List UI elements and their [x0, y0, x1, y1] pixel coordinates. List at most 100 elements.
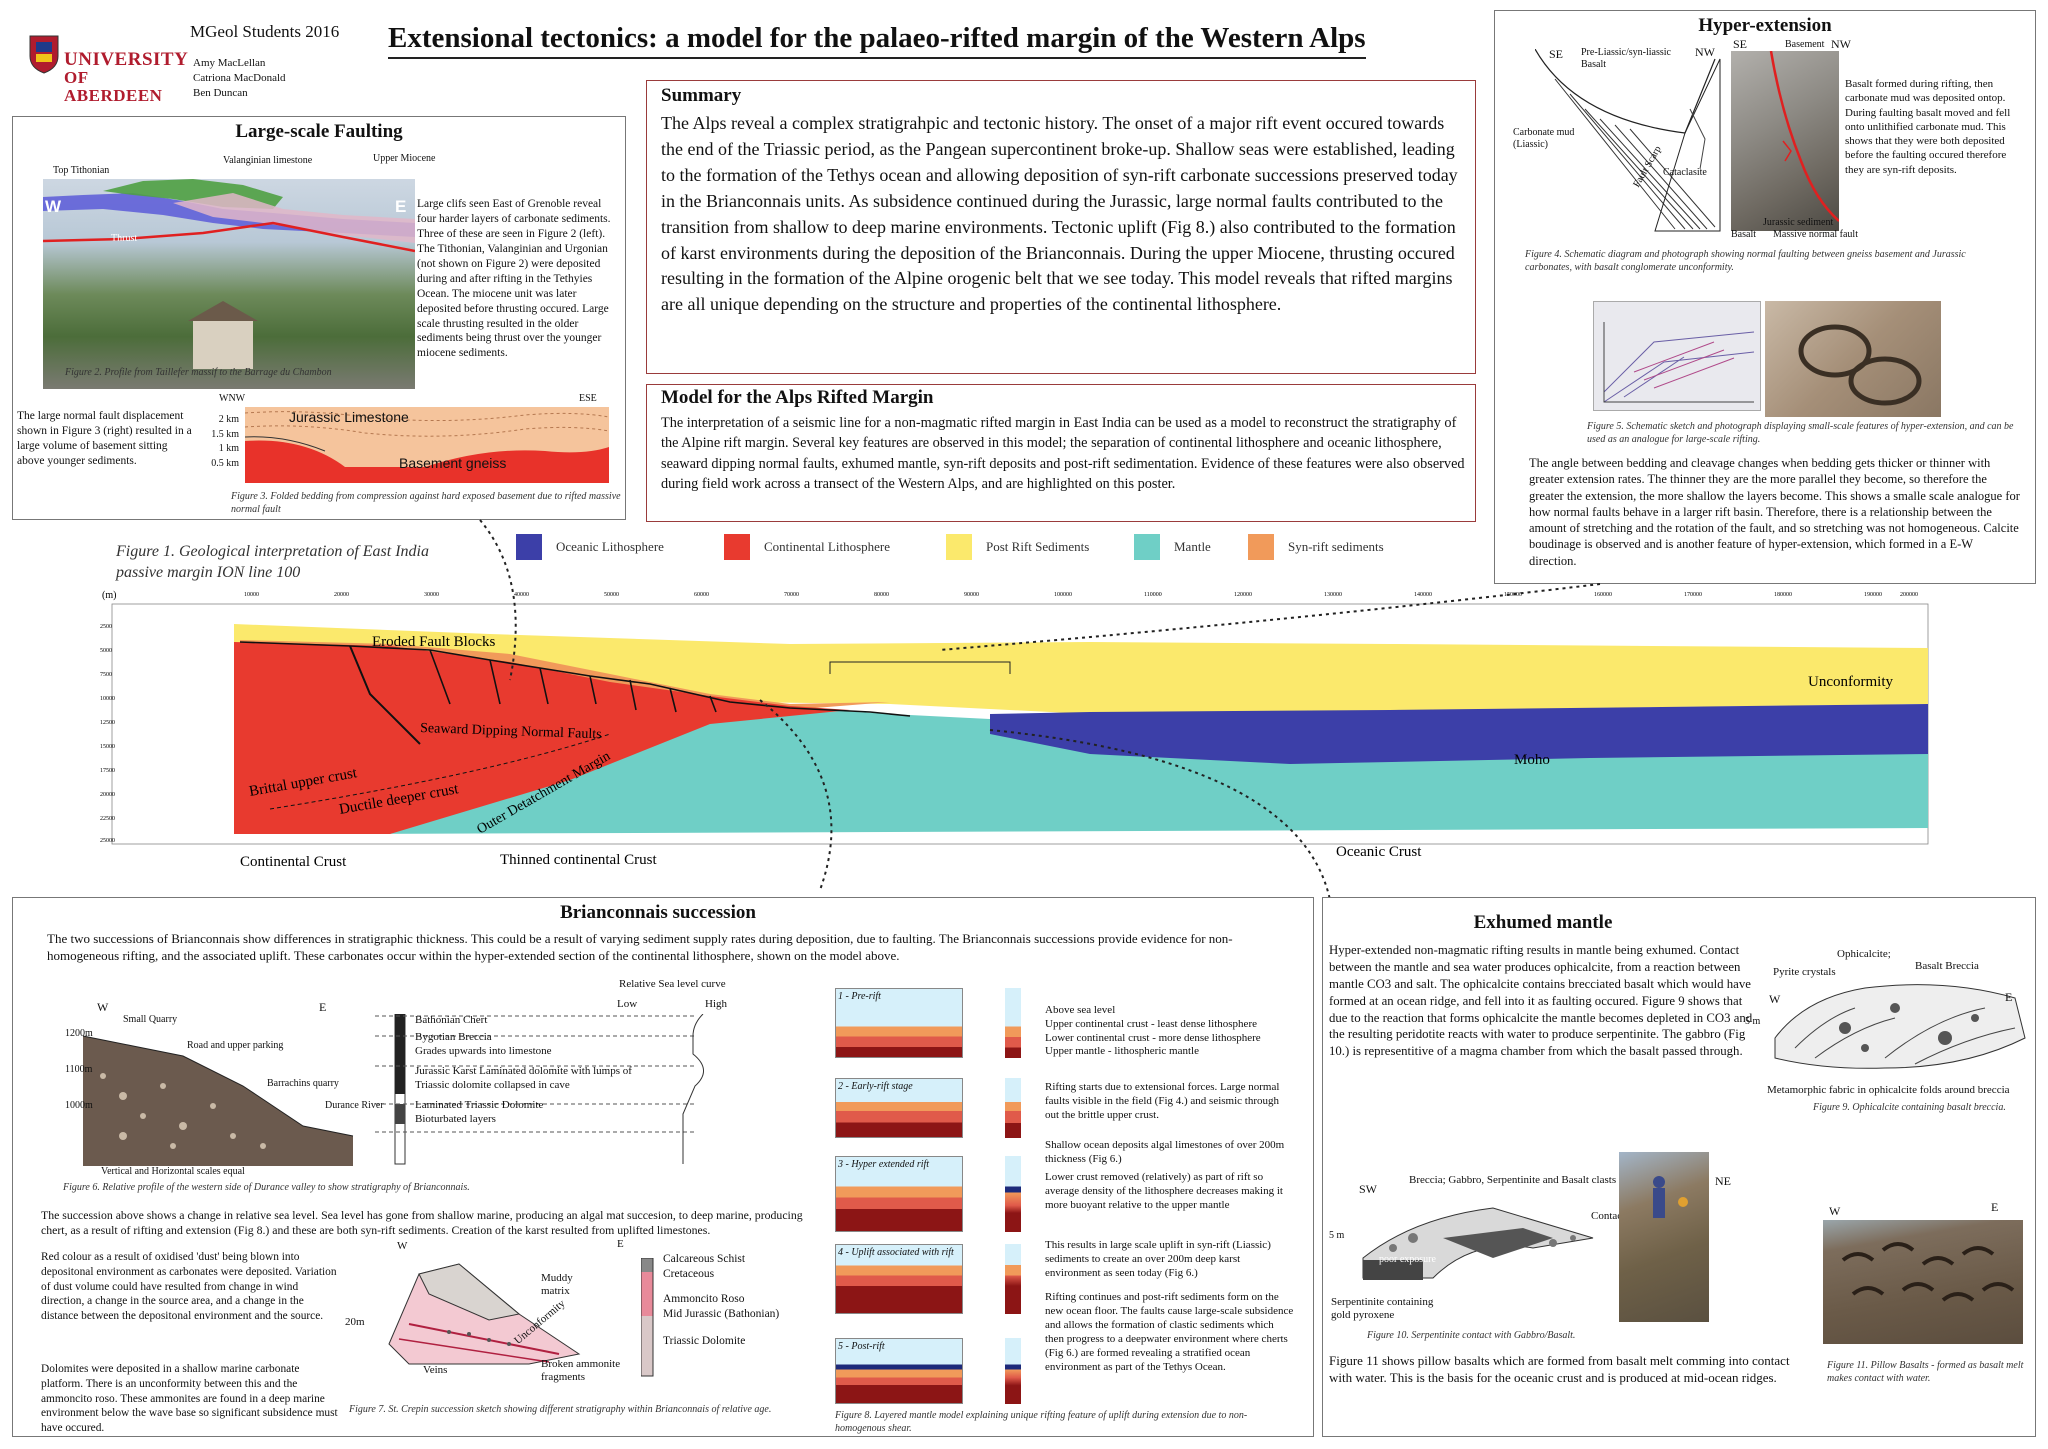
fig4-se: SE — [1549, 47, 1564, 61]
fig7-caption: Figure 7. St. Crepin succession sketch s… — [349, 1404, 772, 1415]
fig9-metamorphic: Metamorphic fabric in ophicalcite folds … — [1767, 1084, 2010, 1096]
fig9-ophicalcite: Ophicalcite; — [1837, 948, 1891, 960]
y-tick: 2500 — [100, 624, 112, 630]
fig9-e: E — [2005, 990, 2013, 1004]
fig10-sketch — [1362, 1207, 1594, 1280]
fig2-caption: Figure 2. Profile from Taillefer massif … — [65, 367, 332, 378]
fig11-photo — [1823, 1220, 2023, 1344]
fig9-w: W — [1769, 992, 1781, 1006]
fig4-text: Basalt formed during rifting, then carbo… — [1845, 78, 2011, 176]
fig5-sketch — [1593, 301, 1761, 411]
fig6-e: E — [319, 1000, 327, 1014]
fig8-column — [1005, 1156, 1021, 1232]
fig1-oceanic-label: Oceanic Crust — [1336, 844, 1422, 860]
hyper-title: Hyper-extension — [1698, 15, 1832, 36]
legend-item: Syn-rift sediments — [1248, 534, 1384, 560]
crest-icon — [29, 35, 59, 74]
x-tick: 10000 — [244, 592, 259, 598]
scale-tick: 1 km — [218, 443, 239, 454]
y-tick: 20000 — [100, 792, 115, 798]
fig4-photo — [1731, 51, 1839, 231]
fig8-stage-label: 2 - Early-rift stage — [838, 1081, 913, 1092]
legend-label: Syn-rift sediments — [1288, 539, 1384, 554]
fig11-w: W — [1829, 1204, 1841, 1218]
fig11-text: Figure 11 shows pillow basalts which are… — [1329, 1353, 1790, 1386]
legend-label: Oceanic Lithosphere — [556, 539, 664, 554]
fig5-caption: Figure 5. Schematic sketch and photograp… — [1587, 421, 2014, 445]
brianconnais-intro: The two successions of Brianconnais show… — [47, 931, 1233, 964]
sea-level-low: Low — [617, 998, 638, 1010]
fig1-moho-label: Moho — [1514, 752, 1550, 768]
fig7-20m: 20m — [345, 1316, 365, 1328]
fig8-layer-label: Upper mantle - lithospheric mantle — [1045, 1045, 1199, 1058]
fig6-strat-column — [375, 1014, 695, 1165]
fig2-valanginian: Valanginian limestone — [223, 155, 313, 166]
fig7-e: E — [617, 1238, 624, 1250]
fig7-w: W — [397, 1240, 408, 1252]
fig6-1200: 1200m — [65, 1028, 93, 1039]
fig2-top-tithonian: Top Tithonian — [53, 165, 110, 176]
fig4-nw: NW — [1695, 45, 1715, 59]
fig7-legend-label: Triassic Dolomite — [663, 1334, 746, 1347]
fig8-stage-label: 3 - Hyper extended rift — [838, 1159, 930, 1170]
fig4-carbonate: Carbonate mud (Liassic) — [1513, 127, 1575, 150]
fig4-basement: Basement — [1785, 39, 1825, 50]
strat-label: Jurassic Karst Laminated dolomite with l… — [415, 1065, 632, 1091]
fig4-sketch — [1535, 49, 1721, 232]
fig8-stage-4: 4 - Uplift associated with rift — [835, 1244, 963, 1314]
fig3-jurassic: Jurassic Limestone — [289, 409, 409, 425]
author: Catriona MacDonald — [193, 71, 286, 84]
fig7-legend-label: Ammoncito Roso — [663, 1292, 745, 1305]
university-name-line2: OF ABERDEEN — [64, 68, 163, 105]
fig5-photo — [1765, 301, 1941, 417]
fig1-thinned-label: Thinned continental Crust — [500, 852, 657, 868]
fig4-cataclasite: Cataclasite — [1663, 167, 1707, 178]
fig8-stage-label: 5 - Post-rift — [838, 1341, 885, 1352]
fig6-1100: 1100m — [65, 1064, 93, 1075]
succession-text: The succession above shows a change in r… — [41, 1208, 803, 1238]
legend-swatch — [1248, 534, 1274, 560]
fig9-caption: Figure 9. Ophicalcite containing basalt … — [1813, 1102, 2006, 1113]
fig8-stage-2: 2 - Early-rift stage — [835, 1078, 963, 1138]
x-tick: 160000 — [1594, 592, 1612, 598]
fig8-column — [1005, 1078, 1021, 1138]
fig2-w-label: W — [45, 197, 62, 216]
dolomite-text: Dolomites were deposited in a shallow ma… — [41, 1363, 338, 1435]
university-logo: UNIVERSITY OF ABERDEEN — [24, 32, 188, 104]
fig6-strat-labels: Bathonian Chert Bygotian Breccia Grades … — [415, 1014, 635, 1126]
scale-tick: 0.5 km — [211, 457, 239, 469]
x-tick: 180000 — [1774, 592, 1792, 598]
fig6-small-quarry: Small Quarry — [123, 1014, 178, 1025]
model-title: Model for the Alps Rifted Margin — [661, 387, 934, 408]
fig7-legend-label: Cretaceous — [663, 1267, 715, 1280]
fig10-contact: Contact — [1591, 1210, 1626, 1222]
x-tick: 30000 — [424, 592, 439, 598]
fig10-sw: SW — [1359, 1182, 1377, 1196]
fig8-caption: Figure 8. Layered mantle model explainin… — [835, 1410, 1248, 1434]
fig9-basalt-breccia: Basalt Breccia — [1915, 960, 1979, 972]
fig8-stage-1: 1 - Pre-rift — [835, 988, 963, 1058]
mantle-title: Exhumed mantle — [1473, 912, 1613, 933]
legend-label: Continental Lithosphere — [764, 539, 891, 554]
fig1-legend: Oceanic Lithosphere Continental Lithosph… — [516, 534, 1416, 564]
fig6-scales: Vertical and Horizontal scales equal — [101, 1166, 245, 1177]
fig1-caption: Figure 1. Geological interpretation of E… — [116, 543, 429, 581]
fig3-wnw: WNW — [219, 393, 246, 404]
fig3-diagram: WNW ESE 2 km 1.5 km 1 km 0.5 km Jurassic… — [189, 393, 613, 493]
x-tick: 190000 — [1864, 592, 1882, 598]
fig6-1000: 1000m — [65, 1100, 93, 1111]
fig11-e: E — [1991, 1200, 1999, 1214]
fig8-t3a: Shallow ocean deposits algal limestones … — [1045, 1139, 1285, 1166]
fig1-seismic-section: (m) 10000 20000 30000 40000 50000 60000 … — [90, 584, 1940, 884]
hyper-text: The angle between bedding and cleavage c… — [1529, 456, 2020, 568]
fig6-barrachins: Barrachins quarry — [267, 1078, 339, 1089]
fig10-photo — [1619, 1152, 1709, 1322]
brianconnais-title: Brianconnais succession — [560, 902, 756, 923]
fig3-ese: ESE — [579, 393, 597, 404]
strat-label: Bathonian Chert — [415, 1014, 488, 1026]
brianconnais-panel: Brianconnais succession The two successi… — [12, 897, 1314, 1437]
legend-label: Mantle — [1174, 539, 1211, 554]
x-tick: 130000 — [1324, 592, 1342, 598]
fig3-basement: Basement gneiss — [399, 455, 507, 471]
fig9-sketch — [1774, 984, 2026, 1069]
